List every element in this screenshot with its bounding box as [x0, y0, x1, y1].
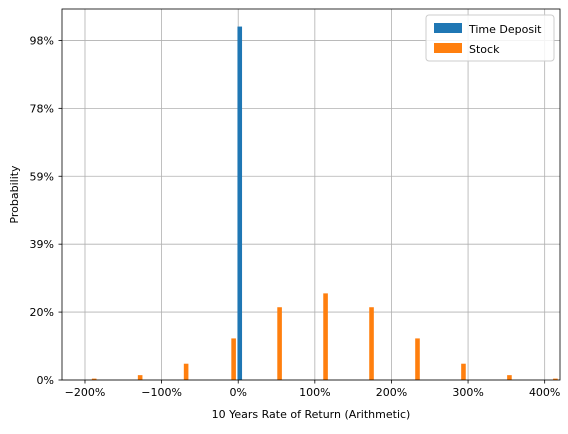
y-axis-label: Probability [8, 165, 21, 224]
plot-frame [61, 8, 561, 381]
y-tick-label: 59% [30, 170, 54, 183]
bar-stock [91, 378, 97, 380]
x-tick-label: 200% [376, 386, 407, 399]
x-tick-label: −200% [65, 386, 106, 399]
bar-stock [231, 338, 236, 380]
bar-stock [461, 363, 466, 380]
legend: Time Deposit Stock [425, 14, 555, 62]
axis-ticks: −200% −100% 0% 100% 200% 300% 400% 0% 20% 39% 59% 7… [30, 34, 561, 399]
bars [91, 26, 558, 381]
bar-stock [415, 338, 420, 380]
x-tick-label: 300% [452, 386, 483, 399]
bar-stock [507, 375, 512, 380]
bar-stock [553, 378, 558, 380]
bar-stock [277, 307, 282, 380]
legend-swatch-stock [434, 43, 462, 53]
x-tick-label: 100% [299, 386, 330, 399]
x-tick-label: −100% [141, 386, 182, 399]
x-tick-label: 0% [229, 386, 246, 399]
bar-stock [137, 375, 143, 380]
bar-time-deposit [237, 26, 243, 381]
y-tick-label: 0% [37, 374, 54, 387]
legend-swatch-time-deposit [434, 23, 462, 33]
y-tick-label: 39% [30, 238, 54, 251]
bar-stock [323, 293, 328, 380]
x-tick-label: 400% [529, 386, 560, 399]
x-axis-label: 10 Years Rate of Return (Arithmetic) [212, 408, 411, 421]
y-tick-label: 78% [30, 102, 54, 115]
bar-stock [183, 363, 189, 380]
y-tick-label: 20% [30, 306, 54, 319]
legend-label-time-deposit: Time Deposit [468, 23, 542, 36]
bar-stock [369, 307, 374, 380]
y-tick-label: 98% [30, 34, 54, 47]
legend-label-stock: Stock [469, 43, 500, 56]
